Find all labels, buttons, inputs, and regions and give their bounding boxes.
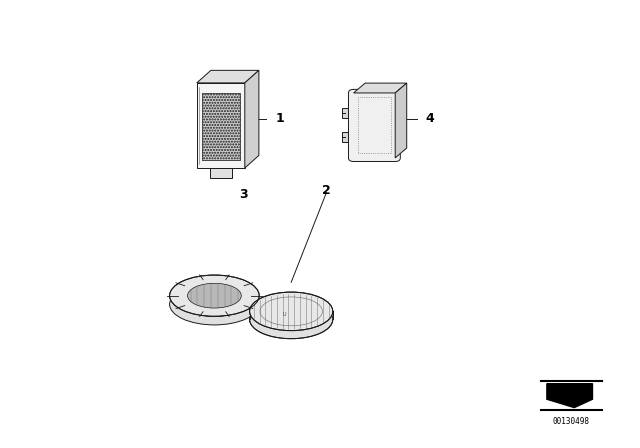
Text: 4: 4 (426, 112, 435, 125)
Polygon shape (300, 293, 303, 301)
Polygon shape (269, 294, 272, 303)
Polygon shape (223, 276, 226, 284)
Polygon shape (324, 300, 326, 309)
Polygon shape (197, 70, 259, 83)
Polygon shape (220, 275, 223, 284)
Polygon shape (185, 279, 188, 289)
Ellipse shape (250, 300, 333, 339)
Polygon shape (279, 293, 282, 301)
Text: 1: 1 (275, 112, 284, 125)
Polygon shape (182, 280, 185, 290)
Text: U: U (283, 311, 287, 317)
Polygon shape (245, 70, 259, 168)
Polygon shape (266, 295, 269, 304)
Ellipse shape (170, 275, 259, 316)
Polygon shape (342, 132, 354, 142)
Ellipse shape (170, 284, 259, 325)
Polygon shape (251, 284, 253, 293)
Polygon shape (354, 83, 407, 93)
Polygon shape (232, 277, 236, 286)
Polygon shape (272, 293, 275, 302)
Text: 2: 2 (322, 184, 331, 197)
Polygon shape (246, 281, 249, 291)
Polygon shape (255, 301, 256, 310)
Polygon shape (212, 275, 216, 284)
Polygon shape (330, 304, 331, 314)
Text: 3: 3 (239, 188, 248, 202)
Polygon shape (236, 277, 239, 287)
Polygon shape (547, 383, 593, 408)
Polygon shape (289, 292, 293, 300)
Polygon shape (303, 293, 307, 302)
Polygon shape (316, 296, 319, 305)
Polygon shape (286, 292, 289, 300)
Polygon shape (293, 292, 296, 300)
Polygon shape (275, 293, 279, 302)
Polygon shape (328, 302, 330, 312)
Polygon shape (175, 285, 176, 295)
Polygon shape (252, 304, 253, 314)
Polygon shape (229, 276, 232, 285)
Polygon shape (326, 301, 328, 310)
Polygon shape (190, 277, 193, 287)
Polygon shape (200, 276, 203, 285)
Polygon shape (241, 279, 244, 289)
Ellipse shape (188, 283, 241, 308)
Polygon shape (178, 282, 180, 292)
FancyBboxPatch shape (349, 90, 401, 161)
Polygon shape (216, 275, 220, 284)
Ellipse shape (250, 292, 333, 331)
Polygon shape (176, 284, 178, 293)
Polygon shape (260, 297, 263, 306)
Polygon shape (202, 93, 240, 160)
Polygon shape (322, 298, 324, 308)
Polygon shape (296, 292, 300, 301)
Polygon shape (253, 302, 255, 312)
Polygon shape (249, 282, 251, 292)
Polygon shape (209, 275, 212, 284)
Polygon shape (188, 278, 190, 288)
Polygon shape (226, 276, 229, 285)
Polygon shape (180, 281, 182, 291)
Polygon shape (210, 168, 232, 178)
Polygon shape (259, 298, 260, 308)
Polygon shape (314, 295, 316, 304)
Ellipse shape (188, 292, 241, 317)
Polygon shape (310, 294, 314, 303)
Polygon shape (395, 83, 407, 158)
Polygon shape (342, 108, 354, 118)
Polygon shape (203, 276, 206, 284)
Polygon shape (193, 277, 196, 286)
Polygon shape (319, 297, 322, 306)
Polygon shape (196, 276, 200, 285)
Polygon shape (256, 300, 259, 309)
Text: 00130498: 00130498 (553, 417, 589, 426)
Polygon shape (244, 280, 246, 290)
Polygon shape (206, 275, 209, 284)
Polygon shape (239, 278, 241, 288)
Polygon shape (263, 296, 266, 305)
Polygon shape (282, 292, 286, 301)
Polygon shape (307, 293, 310, 302)
Polygon shape (253, 285, 254, 295)
Polygon shape (197, 83, 245, 168)
